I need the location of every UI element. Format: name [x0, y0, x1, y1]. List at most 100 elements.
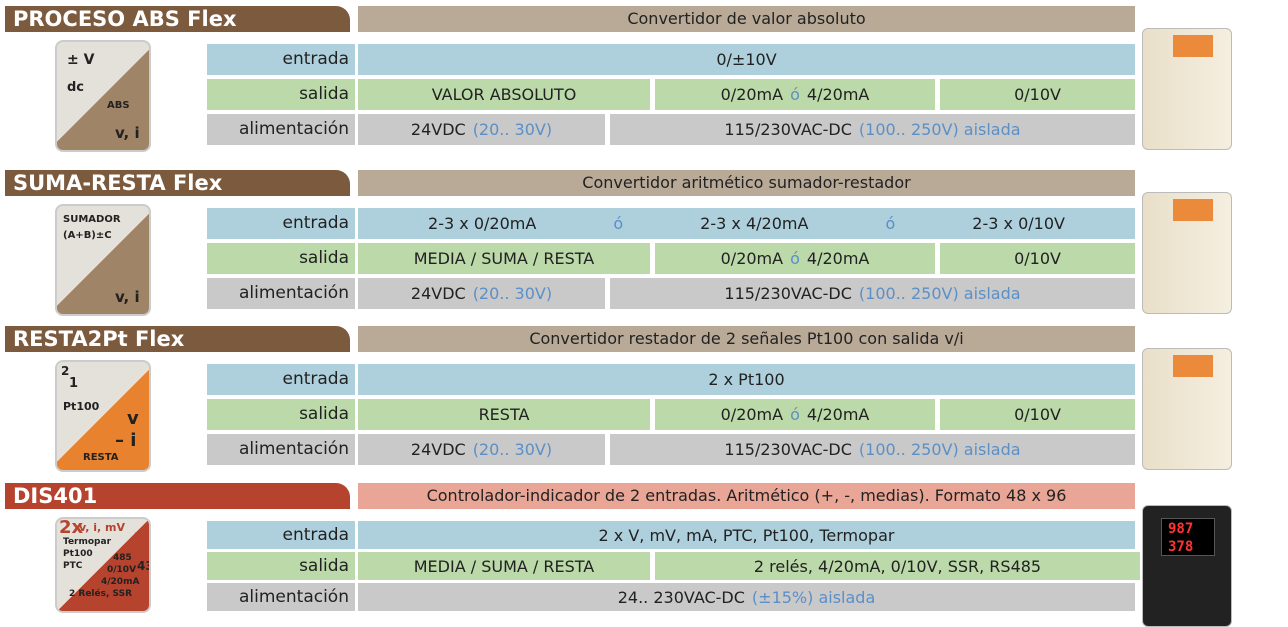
table-cell: 0/20mA ó 4/20mA — [655, 243, 935, 274]
cell-text: 0/10V — [1014, 405, 1061, 424]
icon-text: 4/20mA — [101, 577, 140, 587]
table-cell: 115/230VAC-DC (100.. 250V) aislada — [610, 434, 1135, 465]
display-digits: 378 — [1168, 539, 1194, 555]
product-description: Convertidor restador de 2 señales Pt100 … — [358, 326, 1135, 352]
table-cell: 0/10V — [940, 399, 1135, 430]
product-photo — [1142, 348, 1232, 470]
cell-text: 2-3 x 4/20mA — [700, 214, 809, 233]
table-cell: 0/±10V — [358, 44, 1135, 75]
table-cell: MEDIA / SUMA / RESTA — [358, 552, 650, 580]
cell-text: 0/20mA — [720, 85, 784, 104]
icon-text: dc — [67, 80, 85, 95]
cell-text: 24VDC — [410, 440, 466, 459]
icon-text: SUMADOR — [63, 214, 121, 225]
cell-text: 0/20mA — [720, 249, 784, 268]
row-label: alimentación — [207, 114, 355, 145]
row-label: entrada — [207, 521, 355, 549]
table-cell: MEDIA / SUMA / RESTA — [358, 243, 650, 274]
product-description: Convertidor de valor absoluto — [358, 6, 1135, 32]
product-name: RESTA2Pt Flex — [5, 326, 350, 352]
cell-text: 2 x V, mV, mA, PTC, Pt100, Termopar — [598, 525, 895, 545]
row-label: salida — [207, 243, 355, 274]
row-label: entrada — [207, 208, 355, 239]
cell-text: ó — [613, 214, 624, 233]
icon-text: 2 — [61, 364, 70, 378]
cell-text: MEDIA / SUMA / RESTA — [413, 556, 595, 576]
row-label: alimentación — [207, 278, 355, 309]
cell-text: (100.. 250V) aislada — [858, 120, 1021, 139]
cell-text: 0/10V — [1014, 85, 1061, 104]
cell-text: (20.. 30V) — [472, 440, 553, 459]
product-description: Convertidor aritmético sumador-restador — [358, 170, 1135, 196]
product-name: PROCESO ABS Flex — [5, 6, 350, 32]
table-cell: 24VDC (20.. 30V) — [358, 114, 605, 145]
table-cell: VALOR ABSOLUTO — [358, 79, 650, 110]
cell-text: 115/230VAC-DC — [724, 284, 852, 303]
icon-text: 4354 — [137, 559, 149, 573]
product-icon: SUMADOR (A+B)±C v, i — [55, 204, 151, 316]
table-cell: 115/230VAC-DC (100.. 250V) aislada — [610, 278, 1135, 309]
table-cell: 0/10V — [940, 79, 1135, 110]
cell-text: 4/20mA — [806, 85, 870, 104]
photo-top — [1173, 199, 1213, 221]
product-name: DIS401 — [5, 483, 350, 509]
table-cell: 2-3 x 0/20mA ó 2-3 x 4/20mA ó 2-3 x 0/10V — [358, 208, 1135, 239]
cell-text: ó — [790, 405, 800, 424]
cell-text: (±15%) aislada — [751, 587, 876, 607]
cell-text: (20.. 30V) — [472, 284, 553, 303]
cell-text: VALOR ABSOLUTO — [431, 85, 577, 104]
cell-text: 24VDC — [410, 284, 466, 303]
cell-text: 24.. 230VAC-DC — [617, 587, 745, 607]
table-cell: 2 relés, 4/20mA, 0/10V, SSR, RS485 — [655, 552, 1140, 580]
display-digits: 987 — [1168, 521, 1194, 537]
cell-text: (100.. 250V) aislada — [858, 440, 1021, 459]
product-icon: ± V dc ABS v, i — [55, 40, 151, 152]
icon-text: 0/10V — [107, 565, 137, 575]
cell-text: MEDIA / SUMA / RESTA — [413, 249, 595, 268]
cell-text: (20.. 30V) — [472, 120, 553, 139]
cell-text: (100.. 250V) aislada — [858, 284, 1021, 303]
icon-text: 2 Relés, SSR — [69, 589, 133, 599]
icon-text: v — [127, 408, 139, 429]
icon-text: Pt100 — [63, 400, 100, 413]
cell-text: ó — [885, 214, 896, 233]
row-label: entrada — [207, 44, 355, 75]
table-cell: 24VDC (20.. 30V) — [358, 278, 605, 309]
icon-text: v, i — [115, 288, 140, 306]
cell-text: 2-3 x 0/10V — [972, 214, 1065, 233]
row-label: salida — [207, 399, 355, 430]
icon-text: Termopar — [63, 537, 112, 547]
icon-text: (A+B)±C — [63, 230, 112, 241]
cell-text: 0/10V — [1014, 249, 1061, 268]
icon-text: 2x — [59, 517, 84, 538]
icon-text: 485 — [113, 553, 132, 563]
row-label: alimentación — [207, 583, 355, 611]
page: PROCESO ABS Flex Convertidor de valor abs… — [5, 6, 1232, 627]
row-label: salida — [207, 552, 355, 580]
icon-text: v, i — [115, 124, 140, 142]
cell-text: 115/230VAC-DC — [724, 120, 852, 139]
product-icon: 2x v, i, mV Termopar Pt100 PTC 485 0/10V 4/20mA… — [55, 517, 151, 613]
product-name: SUMA-RESTA Flex — [5, 170, 350, 196]
product-photo — [1142, 28, 1232, 150]
cell-text: RESTA — [478, 405, 530, 424]
cell-text: 24VDC — [410, 120, 466, 139]
row-label: alimentación — [207, 434, 355, 465]
cell-text: ó — [790, 85, 800, 104]
table-cell: RESTA — [358, 399, 650, 430]
cell-text: 2 x Pt100 — [708, 370, 785, 389]
icon-text: Pt100 — [63, 549, 93, 559]
cell-text: 2-3 x 0/20mA — [428, 214, 537, 233]
table-cell: 115/230VAC-DC (100.. 250V) aislada — [610, 114, 1135, 145]
table-cell: 0/20mA ó 4/20mA — [655, 399, 935, 430]
table-cell: 24VDC (20.. 30V) — [358, 434, 605, 465]
icon-text: RESTA — [83, 452, 119, 463]
icon-text: ABS — [107, 100, 130, 111]
cell-text: 2 relés, 4/20mA, 0/10V, SSR, RS485 — [753, 556, 1042, 576]
table-cell: 24.. 230VAC-DC (±15%) aislada — [358, 583, 1135, 611]
icon-text: ± V — [67, 52, 95, 68]
icon-text: 1 — [69, 376, 79, 391]
product-photo — [1142, 192, 1232, 314]
photo-top — [1173, 355, 1213, 377]
icon-text: – i — [115, 430, 137, 451]
